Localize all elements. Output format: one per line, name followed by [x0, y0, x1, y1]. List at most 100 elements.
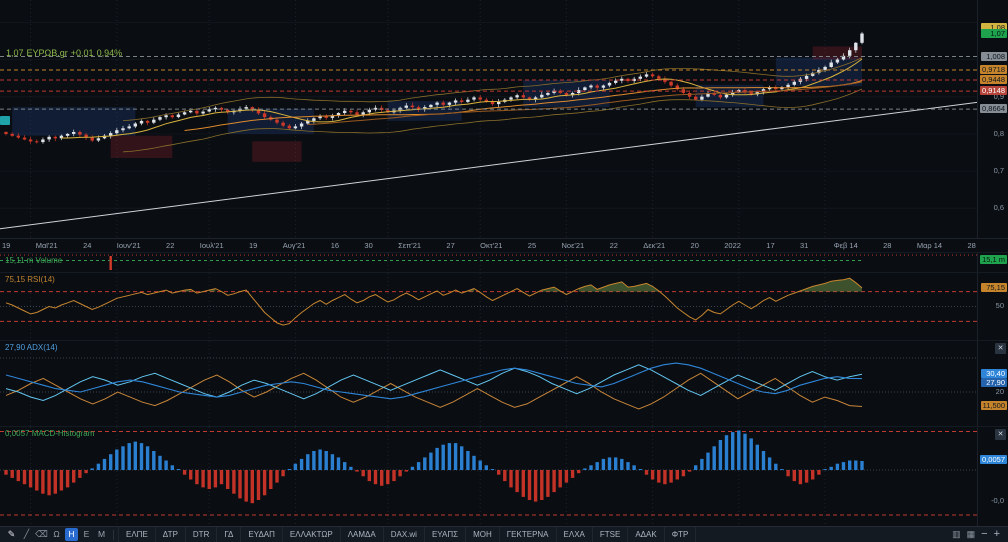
symbol-tabs: ΕΛΠΕΔΤΡDTRΓΔΕΥΔΑΠΕΛΛΑΚΤΩΡΛΑΜΔΑDAX.wiΕΥΑΠ…: [118, 527, 696, 542]
last-price: 1,07: [6, 48, 24, 58]
symbol-tab-ΛΑΜΔΑ[interactable]: ΛΑΜΔΑ: [341, 527, 384, 542]
indicators-icon[interactable]: ▦: [967, 527, 976, 542]
price-label: 0,9718: [980, 65, 1007, 74]
time-axis-label: 28: [883, 241, 891, 250]
symbol-tab-ΦΤΡ[interactable]: ΦΤΡ: [665, 527, 697, 542]
price-chart-panel[interactable]: 1,07ΕΥΡΩΒ.gr+0,010,94% 0,90,80,70,61,081…: [0, 0, 1008, 238]
adx-legend: 27,90 ADX(14): [5, 343, 57, 352]
time-axis-label: 30: [364, 241, 372, 250]
time-axis-label: Ιουν'21: [117, 241, 141, 250]
close-macd-button[interactable]: ✕: [995, 429, 1006, 440]
price-axis-tick: 0,7: [994, 167, 1004, 175]
adx-panel[interactable]: 27,90 ADX(14) ✕ 20 30,4027,90 11,500: [0, 340, 1008, 426]
rsi-panel[interactable]: 75,15 RSI(14) 75,15 50: [0, 272, 1008, 340]
time-axis-label: 2022: [724, 241, 741, 250]
toolbar-divider: [113, 530, 114, 540]
macd-panel[interactable]: 0,0057 MACD-Histogram ✕ 0,0057 -0,0: [0, 426, 1008, 526]
symbol-tab-ΕΥΔΑΠ[interactable]: ΕΥΔΑΠ: [241, 527, 283, 542]
symbol-tab-ΕΥΑΠΣ[interactable]: ΕΥΑΠΣ: [425, 527, 466, 542]
symbol-tab-ΑΔΑΚ[interactable]: ΑΔΑΚ: [628, 527, 664, 542]
interval-button-Ε[interactable]: Ε: [80, 528, 93, 541]
price-axis-tick: 0,6: [994, 204, 1004, 212]
rsi-scale[interactable]: 75,15 50: [977, 273, 1008, 340]
price-chart-plot[interactable]: [0, 0, 978, 238]
price-label: 0,9148: [980, 86, 1007, 95]
time-axis-label: Μαϊ'21: [36, 241, 58, 250]
price-change-pct: 0,94%: [97, 48, 123, 58]
adx-scale[interactable]: ✕ 20 30,4027,90 11,500: [977, 341, 1008, 426]
eraser-icon[interactable]: ⌫: [34, 527, 49, 542]
line-tool-icon[interactable]: ╱: [19, 527, 34, 542]
symbol-tab-ΔΤΡ[interactable]: ΔΤΡ: [156, 527, 186, 542]
time-axis-label: 19: [249, 241, 257, 250]
adx-tick-20: 20: [996, 388, 1004, 396]
macd-plot[interactable]: [0, 427, 978, 526]
symbol-tab-ΜΟΗ[interactable]: ΜΟΗ: [466, 527, 500, 542]
pencil-icon[interactable]: ✎: [4, 527, 19, 542]
volume-value-label: 15,1 m: [980, 255, 1007, 264]
adx-value-label: 27,90: [981, 378, 1007, 387]
interval-button-Μ[interactable]: Μ: [95, 528, 108, 541]
adx-plot[interactable]: [0, 341, 978, 426]
price-axis-tick: 0,8: [994, 130, 1004, 138]
time-axis-label: Οκτ'21: [480, 241, 502, 250]
trading-app: 1,07ΕΥΡΩΒ.gr+0,010,94% 0,90,80,70,61,081…: [0, 0, 1008, 542]
price-scale[interactable]: 0,90,80,70,61,081,071,0080,97180,94480,9…: [977, 0, 1008, 238]
symbol-tab-ΕΛΛΑΚΤΩΡ[interactable]: ΕΛΛΑΚΤΩΡ: [283, 527, 341, 542]
symbol-tab-FTSE[interactable]: FTSE: [593, 527, 628, 542]
price-label: 1,008: [981, 52, 1007, 61]
symbol-tab-ΓΕΚΤΕΡΝΑ[interactable]: ΓΕΚΤΕΡΝΑ: [500, 527, 557, 542]
symbol-legend: 1,07ΕΥΡΩΒ.gr+0,010,94%: [6, 48, 125, 58]
time-axis-label: 31: [800, 241, 808, 250]
interval-button-Η[interactable]: Η: [65, 528, 78, 541]
volume-plot[interactable]: [0, 253, 978, 272]
price-label: 0,9448: [980, 75, 1007, 84]
time-axis-label: Αυγ'21: [283, 241, 306, 250]
rsi-tick-50: 50: [996, 302, 1004, 310]
price-label: 0,8664: [980, 104, 1007, 113]
time-axis-label: Νοε'21: [562, 241, 585, 250]
time-axis-label: 22: [610, 241, 618, 250]
time-axis-label: 17: [766, 241, 774, 250]
volume-scale[interactable]: 15,1 m: [977, 253, 1008, 272]
symbol-tab-ΕΛΧΑ[interactable]: ΕΛΧΑ: [557, 527, 593, 542]
interval-buttons: ΩΗΕΜ: [49, 528, 109, 541]
time-axis-label: Δεκ'21: [643, 241, 665, 250]
rsi-plot[interactable]: [0, 273, 978, 340]
time-axis-label: Ιουλ'21: [200, 241, 224, 250]
macd-legend: 0,0057 MACD-Histogram: [5, 429, 94, 438]
bottom-toolbar: ✎╱⌫ ΩΗΕΜ ΕΛΠΕΔΤΡDTRΓΔΕΥΔΑΠΕΛΛΑΚΤΩΡΛΑΜΔΑD…: [0, 526, 1008, 542]
zoom-out-button[interactable]: −: [981, 527, 987, 542]
time-axis-label: 25: [528, 241, 536, 250]
zoom-in-button[interactable]: +: [994, 527, 1000, 542]
time-axis-label: Φεβ 14: [834, 241, 858, 250]
rsi-value-label: 75,15: [981, 283, 1007, 292]
time-axis-label: 24: [83, 241, 91, 250]
volume-legend: 15,11 m Volume: [5, 256, 62, 265]
macd-tick-zero: -0,0: [991, 497, 1004, 505]
rsi-legend: 75,15 RSI(14): [5, 275, 55, 284]
macd-value-label: 0,0057: [980, 455, 1007, 464]
time-axis[interactable]: 19Μαϊ'2124Ιουν'2122Ιουλ'2119Αυγ'211630Σε…: [0, 238, 1008, 252]
adx-value-label: 30,40: [981, 369, 1007, 378]
symbol-tab-ΕΛΠΕ[interactable]: ΕΛΠΕ: [118, 527, 156, 542]
time-axis-label: Μαρ 14: [917, 241, 942, 250]
price-label: 1,07: [981, 29, 1007, 38]
drawing-tools: ✎╱⌫: [0, 527, 49, 542]
macd-scale[interactable]: ✕ 0,0057 -0,0: [977, 427, 1008, 526]
symbol-tab-DTR[interactable]: DTR: [186, 527, 217, 542]
interval-button-Ω[interactable]: Ω: [50, 528, 63, 541]
volume-style-icon[interactable]: ▥: [952, 527, 961, 542]
symbol-tab-DAX.wi[interactable]: DAX.wi: [384, 527, 425, 542]
chart-marker-icon[interactable]: [0, 116, 10, 125]
close-adx-button[interactable]: ✕: [995, 343, 1006, 354]
time-axis-label: Σεπ'21: [398, 241, 421, 250]
time-axis-labels: 19Μαϊ'2124Ιουν'2122Ιουλ'2119Αυγ'211630Σε…: [0, 239, 978, 252]
time-axis-label: 28: [967, 241, 975, 250]
time-axis-label: 16: [331, 241, 339, 250]
volume-panel[interactable]: 15,11 m Volume 15,1 m: [0, 252, 1008, 272]
adx-value-label: 11,500: [981, 401, 1007, 410]
time-axis-label: 22: [166, 241, 174, 250]
symbol-tab-ΓΔ[interactable]: ΓΔ: [217, 527, 241, 542]
price-change: +0,01: [71, 48, 94, 58]
